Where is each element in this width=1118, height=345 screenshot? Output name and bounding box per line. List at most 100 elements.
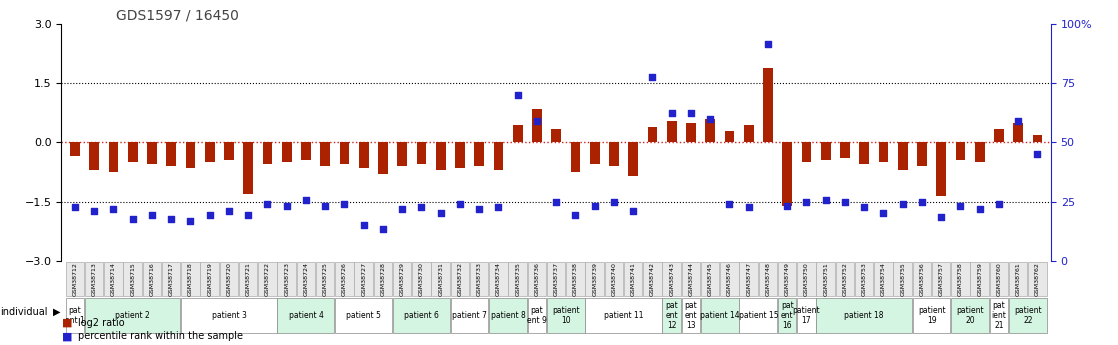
FancyBboxPatch shape <box>528 262 547 296</box>
FancyBboxPatch shape <box>85 262 104 296</box>
Text: individual: individual <box>0 307 47 317</box>
FancyBboxPatch shape <box>220 262 238 296</box>
Bar <box>244 142 253 194</box>
FancyBboxPatch shape <box>316 262 334 296</box>
Text: log2 ratio: log2 ratio <box>78 318 125 327</box>
FancyBboxPatch shape <box>470 262 489 296</box>
Bar <box>494 142 503 170</box>
FancyBboxPatch shape <box>66 298 84 333</box>
Text: patient
20: patient 20 <box>956 306 984 325</box>
Text: GSM38728: GSM38728 <box>380 262 386 296</box>
FancyBboxPatch shape <box>605 262 623 296</box>
Bar <box>764 68 773 142</box>
Text: GSM38750: GSM38750 <box>804 262 809 296</box>
FancyBboxPatch shape <box>354 262 373 296</box>
Point <box>277 203 295 208</box>
Point <box>394 207 411 212</box>
Text: GSM38761: GSM38761 <box>1015 262 1021 296</box>
Point <box>913 199 931 204</box>
Text: GSM38747: GSM38747 <box>746 262 751 296</box>
FancyBboxPatch shape <box>643 262 662 296</box>
Bar <box>551 129 561 142</box>
FancyBboxPatch shape <box>528 298 547 333</box>
Bar <box>590 142 599 164</box>
FancyBboxPatch shape <box>143 262 161 296</box>
Text: GSM38725: GSM38725 <box>323 262 328 296</box>
FancyBboxPatch shape <box>951 298 989 333</box>
FancyBboxPatch shape <box>66 262 84 296</box>
Bar <box>879 142 889 162</box>
Point <box>490 205 508 210</box>
Text: GSM38760: GSM38760 <box>996 262 1002 296</box>
Bar <box>994 129 1004 142</box>
FancyBboxPatch shape <box>104 262 123 296</box>
Bar <box>975 142 985 162</box>
Bar <box>743 125 754 142</box>
FancyBboxPatch shape <box>663 262 681 296</box>
FancyBboxPatch shape <box>277 262 296 296</box>
Text: GSM38739: GSM38739 <box>593 262 597 296</box>
Bar <box>513 125 522 142</box>
Text: GSM38729: GSM38729 <box>400 262 405 296</box>
Text: patient 3: patient 3 <box>211 311 246 320</box>
FancyBboxPatch shape <box>181 298 276 333</box>
Text: GSM38746: GSM38746 <box>727 262 732 296</box>
Point <box>759 41 777 47</box>
Text: patient
10: patient 10 <box>552 306 579 325</box>
Point <box>586 203 604 208</box>
Bar <box>127 142 138 162</box>
Point <box>740 205 758 210</box>
Bar <box>628 142 638 176</box>
FancyBboxPatch shape <box>162 262 180 296</box>
Bar <box>647 127 657 142</box>
Text: GSM38719: GSM38719 <box>207 262 212 296</box>
Point <box>1010 118 1027 124</box>
Bar <box>532 109 542 142</box>
Text: GSM38754: GSM38754 <box>881 262 885 296</box>
Text: GSM38720: GSM38720 <box>227 262 231 296</box>
Text: ■: ■ <box>61 332 72 341</box>
Point <box>354 223 372 228</box>
Text: GSM38732: GSM38732 <box>457 262 463 296</box>
Text: GSM38718: GSM38718 <box>188 262 193 296</box>
Text: GSM38736: GSM38736 <box>534 262 540 296</box>
Point <box>239 213 257 218</box>
FancyBboxPatch shape <box>797 262 816 296</box>
FancyBboxPatch shape <box>451 298 489 333</box>
Point <box>951 203 969 208</box>
Point <box>201 213 219 218</box>
Point <box>432 211 449 216</box>
Text: pat
ent 9: pat ent 9 <box>527 306 547 325</box>
Text: GSM38714: GSM38714 <box>111 262 116 296</box>
Bar <box>821 142 831 160</box>
Bar <box>321 142 330 166</box>
Point <box>162 217 180 222</box>
FancyBboxPatch shape <box>682 262 700 296</box>
Text: GSM38731: GSM38731 <box>438 262 443 296</box>
FancyBboxPatch shape <box>586 298 662 333</box>
Text: patient 5: patient 5 <box>347 311 381 320</box>
FancyBboxPatch shape <box>989 298 1008 333</box>
Point <box>720 201 738 206</box>
Bar <box>937 142 946 196</box>
Text: patient 2: patient 2 <box>115 311 150 320</box>
FancyBboxPatch shape <box>701 298 739 333</box>
Text: GSM38713: GSM38713 <box>92 262 97 296</box>
Text: GDS1597 / 16450: GDS1597 / 16450 <box>116 9 239 23</box>
Bar <box>417 142 426 164</box>
Point <box>528 118 546 124</box>
Text: patient 4: patient 4 <box>288 311 323 320</box>
Text: GSM38741: GSM38741 <box>631 262 636 296</box>
FancyBboxPatch shape <box>432 262 449 296</box>
Bar <box>167 142 176 166</box>
Text: GSM38755: GSM38755 <box>900 262 906 296</box>
FancyBboxPatch shape <box>912 298 950 333</box>
Text: GSM38733: GSM38733 <box>476 262 482 296</box>
Text: GSM38727: GSM38727 <box>361 262 367 296</box>
FancyBboxPatch shape <box>277 298 334 333</box>
FancyBboxPatch shape <box>912 262 931 296</box>
Bar <box>340 142 349 164</box>
Text: GSM38744: GSM38744 <box>689 262 693 296</box>
Point <box>297 197 315 203</box>
Text: pat
ient
21: pat ient 21 <box>992 300 1006 330</box>
